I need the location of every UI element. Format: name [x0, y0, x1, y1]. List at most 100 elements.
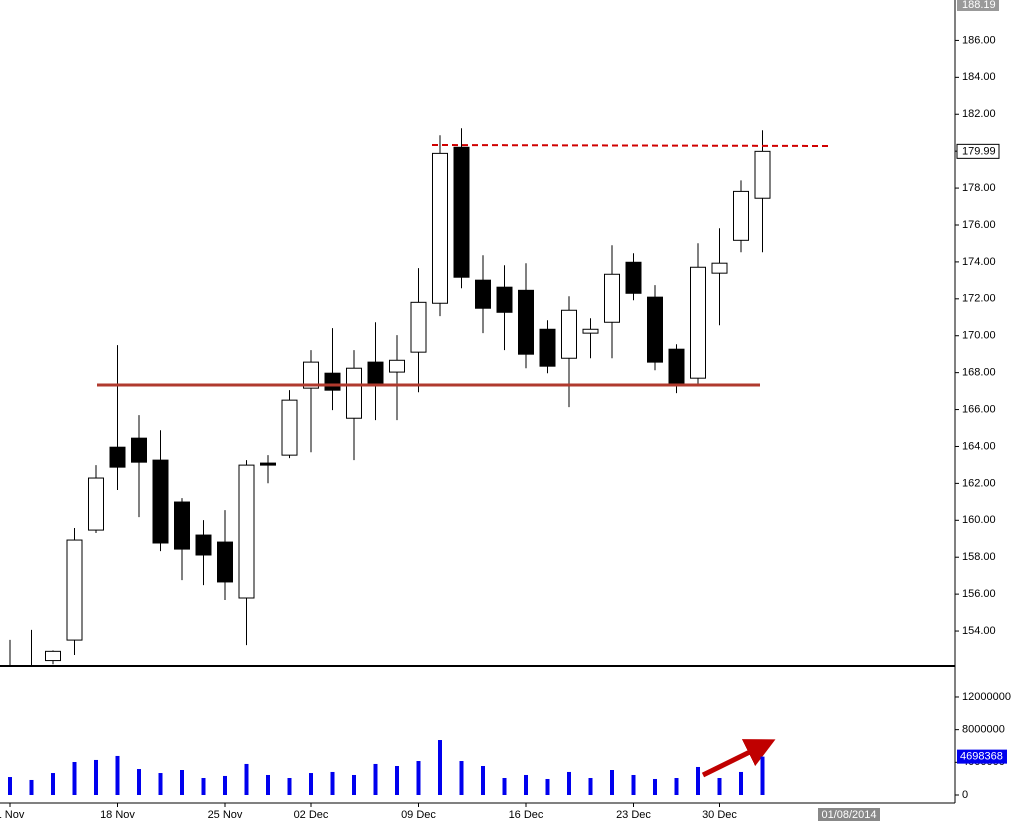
y-tick-label: 166.00 — [962, 403, 996, 415]
volume-bar — [244, 763, 249, 795]
y-tick-label: 156.00 — [962, 588, 996, 600]
axis-max-box — [957, 0, 999, 11]
candle-body — [496, 286, 513, 313]
candle-body — [217, 541, 233, 583]
candle-body — [66, 539, 83, 641]
volume-bar — [502, 778, 507, 795]
y-tick-label: 186.00 — [962, 34, 996, 46]
volume-bar — [115, 755, 120, 795]
volume-bar — [739, 771, 743, 795]
volume-bar — [631, 774, 636, 795]
candle-body — [453, 146, 470, 278]
volume-bar — [266, 774, 270, 795]
x-tick-label: 09 Dec — [401, 809, 436, 821]
resistance-line — [431, 144, 831, 147]
candle-body — [281, 399, 298, 456]
volume-bar — [395, 766, 399, 795]
y-tick-label: 176.00 — [962, 219, 996, 231]
y-tick-label: 154.00 — [962, 625, 996, 637]
candle-body — [582, 328, 599, 334]
volume-bar — [352, 774, 356, 795]
y-tick-label: 158.00 — [962, 551, 996, 563]
volume-bar — [158, 773, 163, 795]
candle-body — [690, 266, 706, 379]
y-tick-label: 178.00 — [962, 182, 996, 194]
candle-body — [668, 348, 685, 384]
volume-bar — [201, 778, 206, 795]
candle-body — [45, 650, 61, 662]
candle-body — [195, 534, 212, 556]
volume-bar — [760, 756, 765, 795]
volume-bar — [180, 770, 184, 795]
x-tick-label: 18 Nov — [100, 809, 135, 821]
volume-bar — [438, 740, 442, 795]
volume-tick-label: 8000000 — [962, 724, 1005, 736]
volume-bar — [309, 773, 313, 795]
volume-bar — [567, 771, 571, 795]
candle-body — [109, 446, 126, 468]
volume-bar — [696, 766, 700, 795]
candle-body — [539, 328, 556, 367]
candle-body — [604, 273, 620, 323]
volume-bar — [94, 759, 98, 795]
volume-bar — [51, 773, 55, 795]
y-tick-label: 160.00 — [962, 514, 996, 526]
volume-arrow — [701, 739, 776, 778]
volume-bar — [416, 761, 421, 795]
volume-tick-label: 12000000 — [962, 691, 1011, 703]
x-tick-label: 02 Dec — [294, 809, 329, 821]
volume-bar — [653, 778, 657, 795]
y-tick-label: 170.00 — [962, 330, 996, 342]
price-panel — [9, 128, 771, 665]
candle-body — [733, 190, 749, 241]
y-tick-label: 162.00 — [962, 477, 996, 489]
candle-body — [174, 501, 190, 550]
volume-bar — [330, 771, 335, 795]
volume-bar — [137, 769, 141, 795]
candle-body — [346, 367, 362, 419]
volume-bar — [481, 766, 485, 795]
candle-body — [260, 462, 276, 466]
candle-body — [324, 372, 341, 391]
volume-bar — [545, 778, 550, 795]
volume-bar — [373, 763, 378, 795]
last-volume-label: 4698368 — [960, 751, 1003, 763]
volume-bar — [287, 778, 292, 795]
last-volume-box — [957, 749, 1007, 764]
candle-body — [131, 437, 147, 463]
candle-body — [647, 296, 663, 363]
x-tick-label: 25 Nov — [208, 809, 243, 821]
volume-bar — [29, 779, 34, 795]
volume-bar — [223, 775, 227, 795]
candle-body — [238, 464, 255, 599]
candle-body — [432, 152, 448, 304]
x-tick-label: 23 Dec — [616, 809, 651, 821]
last-price-box — [956, 143, 1000, 159]
volume-tick-label: 0 — [962, 789, 968, 801]
cursor-date: 01/08/2014 — [821, 809, 876, 821]
y-tick-label: 168.00 — [962, 367, 996, 379]
candle-body — [389, 359, 405, 373]
volume-bar — [588, 778, 593, 795]
volume-bar — [674, 778, 679, 795]
candle-body — [561, 309, 577, 359]
x-tick-label: 1 Nov — [0, 809, 25, 821]
volume-bar — [72, 761, 77, 795]
y-tick-label: 184.00 — [962, 71, 996, 83]
volume-bar — [717, 778, 722, 795]
candle-body — [88, 477, 104, 531]
x-tick-label: 30 Dec — [702, 809, 737, 821]
candle-body — [711, 262, 728, 274]
cursor-date-box — [818, 808, 880, 821]
volume-bar — [8, 777, 12, 795]
y-tick-label: 164.00 — [962, 440, 996, 452]
volume-bar — [524, 774, 528, 795]
y-tick-label: 182.00 — [962, 108, 996, 120]
candle-body — [152, 459, 169, 544]
candle-body — [303, 361, 319, 389]
candle-body — [367, 361, 384, 384]
y-tick-label: 172.00 — [962, 293, 996, 305]
axis-max-label: 188.19 — [962, 0, 996, 11]
